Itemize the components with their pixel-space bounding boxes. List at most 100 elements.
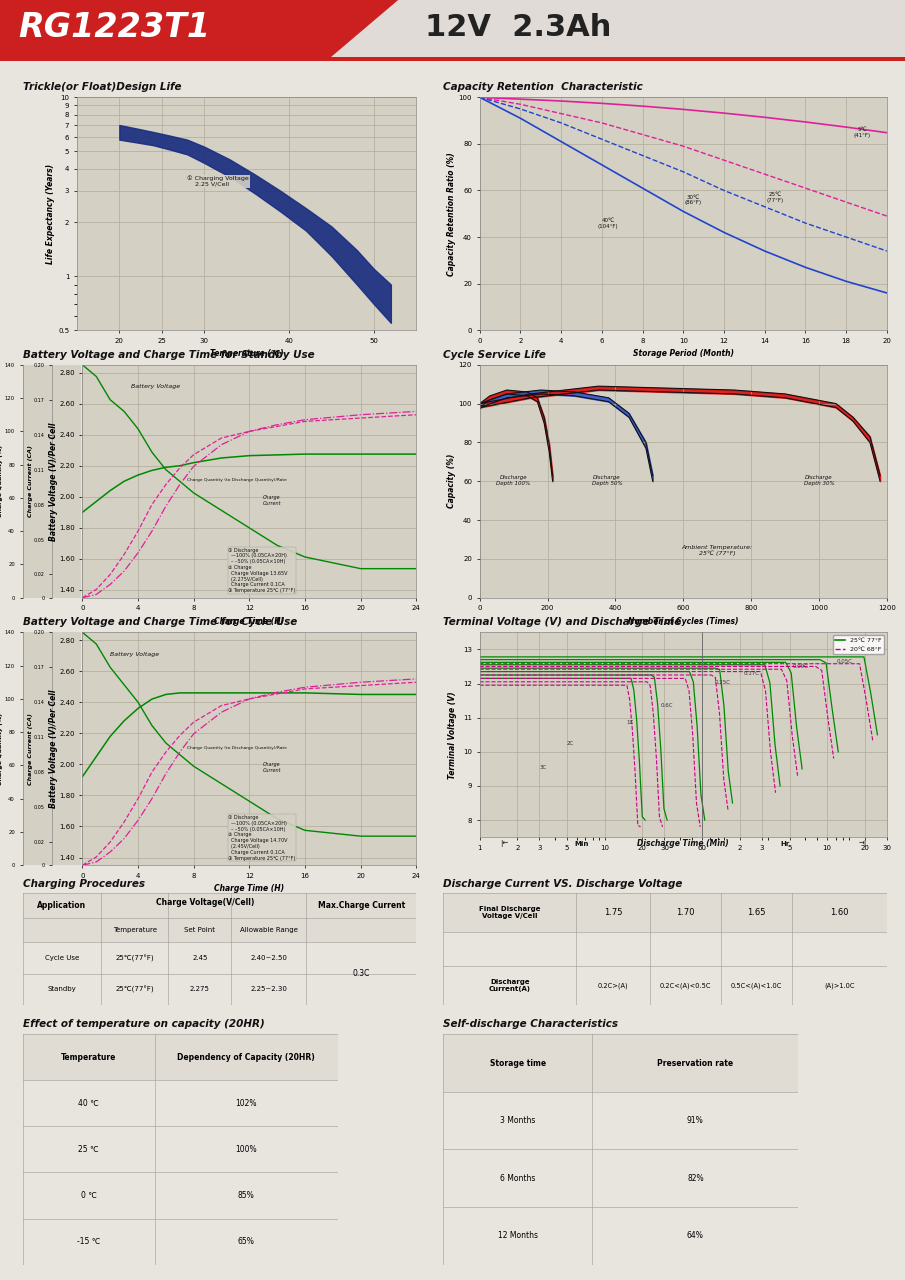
Text: 0.2C>(A): 0.2C>(A) xyxy=(598,982,628,988)
Text: 1.70: 1.70 xyxy=(676,909,694,918)
Text: 1.75: 1.75 xyxy=(604,909,623,918)
Text: →|: →| xyxy=(858,840,867,847)
Text: Discharge
Depth 30%: Discharge Depth 30% xyxy=(804,475,834,486)
X-axis label: Number of Cycles (Times): Number of Cycles (Times) xyxy=(628,617,738,626)
Text: Max.Charge Current: Max.Charge Current xyxy=(318,901,405,910)
Y-axis label: Capacity Retention Ratio (%): Capacity Retention Ratio (%) xyxy=(447,152,456,275)
Bar xyxy=(443,893,887,932)
Text: 102%: 102% xyxy=(235,1098,257,1108)
X-axis label: Charge Time (H): Charge Time (H) xyxy=(214,884,284,893)
Text: 64%: 64% xyxy=(687,1231,704,1240)
Text: Battery Voltage and Charge Time for Standby Use: Battery Voltage and Charge Time for Stan… xyxy=(23,349,314,360)
Text: Charge Quantity (to Discharge Quantity)/Rate: Charge Quantity (to Discharge Quantity)/… xyxy=(186,746,287,750)
Text: Temperature: Temperature xyxy=(113,927,157,933)
Y-axis label: Battery Voltage (V)/Per Cell: Battery Voltage (V)/Per Cell xyxy=(49,422,58,540)
Text: 2.25~2.30: 2.25~2.30 xyxy=(251,986,287,992)
Legend: 25℃ 77°F, 20℃ 68°F: 25℃ 77°F, 20℃ 68°F xyxy=(833,635,884,654)
Y-axis label: Life Expectancy (Years): Life Expectancy (Years) xyxy=(46,164,55,264)
Text: Charging Procedures: Charging Procedures xyxy=(23,878,145,888)
Text: 0.5C<(A)<1.0C: 0.5C<(A)<1.0C xyxy=(730,982,782,988)
Text: 65%: 65% xyxy=(238,1236,254,1247)
Text: Discharge
Current(A): Discharge Current(A) xyxy=(489,979,531,992)
Text: 2C: 2C xyxy=(567,741,575,746)
X-axis label: Charge Time (H): Charge Time (H) xyxy=(214,617,284,626)
Text: 1C: 1C xyxy=(627,721,634,726)
Y-axis label: Battery Voltage (V)/Per Cell: Battery Voltage (V)/Per Cell xyxy=(49,690,58,808)
Text: 0.3C: 0.3C xyxy=(353,969,370,978)
Text: 25℃(77°F): 25℃(77°F) xyxy=(116,955,154,961)
Text: Final Discharge
Voltage V/Cell: Final Discharge Voltage V/Cell xyxy=(480,906,540,919)
Text: Preservation rate: Preservation rate xyxy=(657,1059,733,1068)
Bar xyxy=(0,58,905,61)
Bar xyxy=(443,1034,798,1092)
Text: 1.65: 1.65 xyxy=(747,909,766,918)
Text: Battery Voltage and Charge Time for Cycle Use: Battery Voltage and Charge Time for Cycl… xyxy=(23,617,297,627)
Text: 100%: 100% xyxy=(235,1144,257,1155)
X-axis label: Storage Period (Month): Storage Period (Month) xyxy=(633,349,734,358)
Bar xyxy=(23,893,416,942)
Text: Ambient Temperature:
25℃ (77°F): Ambient Temperature: 25℃ (77°F) xyxy=(681,545,753,556)
Text: Capacity Retention  Characteristic: Capacity Retention Characteristic xyxy=(443,82,643,92)
Text: 0.25C: 0.25C xyxy=(714,680,730,685)
Text: ① Discharge
  —100% (0.05CA×20H)
  – –50% (0.05CA×10H)
② Charge
  Charge Voltage: ① Discharge —100% (0.05CA×20H) – –50% (0… xyxy=(228,815,296,860)
Text: Discharge
Depth 100%: Discharge Depth 100% xyxy=(497,475,530,486)
Text: Discharge Time (Min): Discharge Time (Min) xyxy=(637,838,729,849)
Y-axis label: Charge Quantity (%): Charge Quantity (%) xyxy=(0,445,4,517)
Text: Set Point: Set Point xyxy=(185,927,215,933)
Text: ① Charging Voltage
    2.25 V/Cell: ① Charging Voltage 2.25 V/Cell xyxy=(187,175,249,187)
Polygon shape xyxy=(0,0,398,61)
Text: Min: Min xyxy=(575,841,588,846)
Text: 0.09C: 0.09C xyxy=(793,664,809,669)
Text: Terminal Voltage (V) and Discharge Time: Terminal Voltage (V) and Discharge Time xyxy=(443,617,681,627)
Text: 6 Months: 6 Months xyxy=(500,1174,536,1183)
Text: Discharge
Depth 50%: Discharge Depth 50% xyxy=(592,475,623,486)
Text: 0.6C: 0.6C xyxy=(661,704,673,708)
Text: Temperature: Temperature xyxy=(61,1052,117,1062)
Text: 82%: 82% xyxy=(687,1174,704,1183)
Text: 2.40~2.50: 2.40~2.50 xyxy=(251,955,287,961)
Text: Cycle Service Life: Cycle Service Life xyxy=(443,349,547,360)
Text: 25 ℃: 25 ℃ xyxy=(79,1144,99,1155)
Text: Hr: Hr xyxy=(780,841,790,846)
Text: (A)>1.0C: (A)>1.0C xyxy=(824,982,854,988)
Bar xyxy=(23,1034,338,1080)
Y-axis label: Capacity (%): Capacity (%) xyxy=(447,454,456,508)
Text: 40℃
(104°F): 40℃ (104°F) xyxy=(597,218,618,229)
Text: ① Discharge
  —100% (0.05CA×20H)
  – –50% (0.05CA×10H)
② Charge
  Charge Voltage: ① Discharge —100% (0.05CA×20H) – –50% (0… xyxy=(228,548,296,593)
Text: 12V  2.3Ah: 12V 2.3Ah xyxy=(425,13,612,42)
Text: 25℃(77°F): 25℃(77°F) xyxy=(116,986,154,993)
Text: 0 ℃: 0 ℃ xyxy=(81,1190,97,1201)
Text: 3C: 3C xyxy=(539,765,547,769)
Text: 0.17C: 0.17C xyxy=(744,671,760,676)
Text: Charge Voltage(V/Cell): Charge Voltage(V/Cell) xyxy=(157,897,255,906)
Y-axis label: Charge Current (CA): Charge Current (CA) xyxy=(27,713,33,785)
Text: |←: |← xyxy=(500,840,509,847)
Y-axis label: Charge Current (CA): Charge Current (CA) xyxy=(27,445,33,517)
Text: Storage time: Storage time xyxy=(490,1059,546,1068)
Text: Standby: Standby xyxy=(48,986,76,992)
Text: 12 Months: 12 Months xyxy=(498,1231,538,1240)
Text: 0.05C: 0.05C xyxy=(837,659,853,664)
Text: 91%: 91% xyxy=(687,1116,704,1125)
Text: 0.2C<(A)<0.5C: 0.2C<(A)<0.5C xyxy=(660,982,711,988)
Text: 85%: 85% xyxy=(238,1190,254,1201)
Text: -15 ℃: -15 ℃ xyxy=(77,1236,100,1247)
Text: Charge Quantity (to Discharge Quantity)/Rate: Charge Quantity (to Discharge Quantity)/… xyxy=(186,479,287,483)
Text: 2.45: 2.45 xyxy=(192,955,207,961)
Text: Cycle Use: Cycle Use xyxy=(45,955,79,961)
Text: RG1223T1: RG1223T1 xyxy=(18,12,210,44)
Text: Charge
Current: Charge Current xyxy=(263,495,281,506)
Text: Discharge Current VS. Discharge Voltage: Discharge Current VS. Discharge Voltage xyxy=(443,878,683,888)
Text: Allowable Range: Allowable Range xyxy=(240,927,298,933)
Text: 2.275: 2.275 xyxy=(190,986,210,992)
Text: Application: Application xyxy=(37,901,87,910)
Text: 30℃
(86°F): 30℃ (86°F) xyxy=(685,195,702,206)
X-axis label: Temperature (℃): Temperature (℃) xyxy=(210,349,283,358)
Text: 3 Months: 3 Months xyxy=(500,1116,536,1125)
Text: 5℃
(41°F): 5℃ (41°F) xyxy=(854,127,871,138)
Text: Charge
Current: Charge Current xyxy=(263,763,281,773)
Text: 1.60: 1.60 xyxy=(830,909,849,918)
Text: Self-discharge Characteristics: Self-discharge Characteristics xyxy=(443,1019,618,1029)
Text: Trickle(or Float)Design Life: Trickle(or Float)Design Life xyxy=(23,82,181,92)
Text: Effect of temperature on capacity (20HR): Effect of temperature on capacity (20HR) xyxy=(23,1019,264,1029)
